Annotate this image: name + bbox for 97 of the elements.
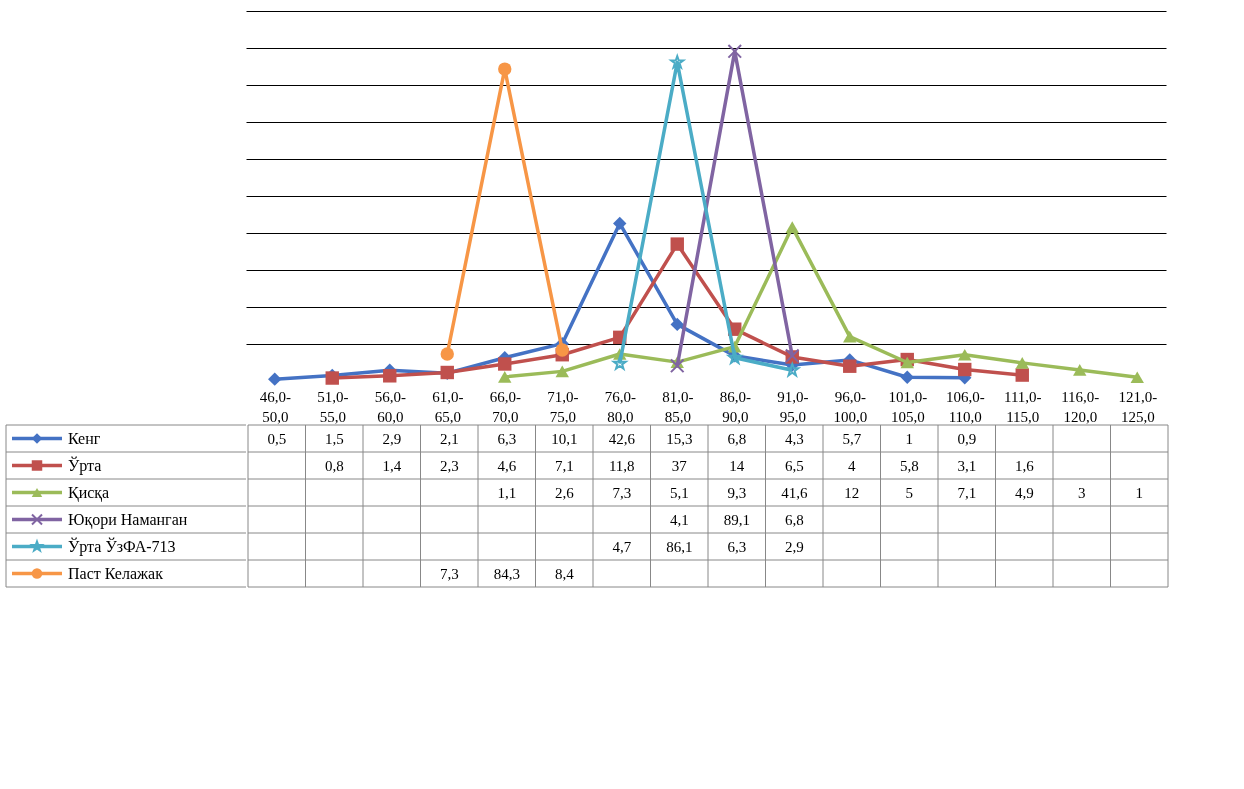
point xyxy=(785,362,800,377)
data-label: 12 xyxy=(844,484,860,501)
x-tick-label: 121,0-125,0 xyxy=(1118,388,1158,425)
point xyxy=(498,371,512,383)
data-label: 11,8 xyxy=(608,457,635,474)
x-tick-label: 116,0-120,0 xyxy=(1061,388,1100,425)
data-label: 0,5 xyxy=(267,430,287,447)
x-tick-label: 101,0-105,0 xyxy=(888,388,928,425)
point xyxy=(555,365,569,378)
data-label: 1 xyxy=(905,430,913,447)
data-label: 6,8 xyxy=(784,511,804,528)
data-label: 3,1 xyxy=(957,457,977,474)
legend-label: Кенг xyxy=(68,429,101,447)
data-label: 2,3 xyxy=(439,457,459,474)
data-label: 2,9 xyxy=(784,538,804,555)
data-label: 6,5 xyxy=(784,457,804,474)
data-label: 7,1 xyxy=(957,484,977,501)
data-label: 4 xyxy=(848,457,856,474)
point xyxy=(1130,371,1144,384)
data-label: 1,1 xyxy=(497,484,517,501)
point xyxy=(498,357,512,371)
x-tick-label: 71,0-75,0 xyxy=(547,388,579,425)
point xyxy=(785,221,799,233)
data-label: 2,9 xyxy=(382,430,402,447)
point xyxy=(268,372,282,386)
x-tick-label: 61,0-65,0 xyxy=(432,388,464,425)
data-label: 9,3 xyxy=(727,484,747,501)
data-label: 14 xyxy=(729,457,745,474)
point xyxy=(555,343,569,357)
point xyxy=(958,362,972,377)
point xyxy=(900,370,914,385)
point xyxy=(727,44,743,59)
x-tick-label: 76,0-80,0 xyxy=(604,388,636,425)
data-label: 6,3 xyxy=(497,430,517,447)
point xyxy=(670,237,684,251)
data-label: 5,7 xyxy=(842,430,862,447)
data-label: 0,8 xyxy=(324,457,344,474)
legend-label: Ўрта ЎзФА-713 xyxy=(68,536,176,556)
data-label: 2,6 xyxy=(554,484,575,501)
data-label: 15,3 xyxy=(666,430,693,447)
data-label: 5,8 xyxy=(899,457,919,474)
legend-label: Қисқа xyxy=(68,483,110,502)
data-label: 4,9 xyxy=(1014,484,1034,501)
x-tick-label: 96,0-100,0 xyxy=(833,388,868,425)
data-label: 2,1 xyxy=(439,430,459,447)
point xyxy=(1015,357,1029,369)
data-label: 1,5 xyxy=(324,430,344,447)
point xyxy=(670,55,685,69)
point xyxy=(1015,368,1029,382)
point xyxy=(669,358,685,374)
data-label: 37 xyxy=(671,457,688,474)
data-label: 8,4 xyxy=(554,565,575,582)
data-label: 42,6 xyxy=(608,430,636,447)
data-label: 0,9 xyxy=(957,430,977,447)
x-tick-label: 46,0-50,0 xyxy=(259,388,291,425)
point xyxy=(1073,364,1087,376)
data-label: 7,3 xyxy=(612,484,632,501)
x-tick-label: 51,0-55,0 xyxy=(317,388,349,425)
legend-label: Юқори Наманган xyxy=(68,510,188,529)
legend-label: Ўрта xyxy=(68,455,102,475)
x-tick-label: 66,0-70,0 xyxy=(489,388,521,425)
data-label: 5,1 xyxy=(669,484,689,501)
point xyxy=(383,369,397,383)
x-tick-label: 91,0-95,0 xyxy=(777,388,809,425)
data-label: 1,6 xyxy=(1014,457,1035,474)
data-label: 4,6 xyxy=(497,457,517,474)
data-label: 10,1 xyxy=(551,430,578,447)
x-tick-label: 56,0-60,0 xyxy=(374,388,406,425)
legend-label: Паст Келажак xyxy=(68,564,164,582)
point xyxy=(612,356,627,370)
data-label: 3 xyxy=(1078,484,1086,501)
point xyxy=(843,330,857,343)
data-label: 6,8 xyxy=(727,430,747,447)
data-label: 89,1 xyxy=(723,511,750,528)
point xyxy=(843,359,857,373)
data-label: 1,4 xyxy=(382,457,402,474)
x-tick-label: 86,0-90,0 xyxy=(719,388,751,425)
point xyxy=(498,62,512,76)
data-label: 6,3 xyxy=(727,538,747,555)
data-label: 4,3 xyxy=(784,430,804,447)
point xyxy=(440,347,454,361)
point xyxy=(670,317,684,332)
data-label: 7,3 xyxy=(439,565,459,582)
data-label: 41,6 xyxy=(781,484,808,501)
data-label: 1 xyxy=(1135,484,1143,501)
x-tick-label: 106,0-110,0 xyxy=(945,388,985,425)
data-label: 4,7 xyxy=(612,538,632,555)
point xyxy=(613,216,627,231)
data-label: 86,1 xyxy=(666,538,693,555)
data-label: 5 xyxy=(905,484,913,501)
x-tick-label: 111,0-115,0 xyxy=(1003,388,1042,425)
point xyxy=(958,348,972,361)
point xyxy=(900,356,914,369)
data-label: 7,1 xyxy=(554,457,574,474)
data-label: 84,3 xyxy=(493,565,520,582)
x-tick-label: 81,0-85,0 xyxy=(662,388,694,425)
data-label: 4,1 xyxy=(669,511,689,528)
